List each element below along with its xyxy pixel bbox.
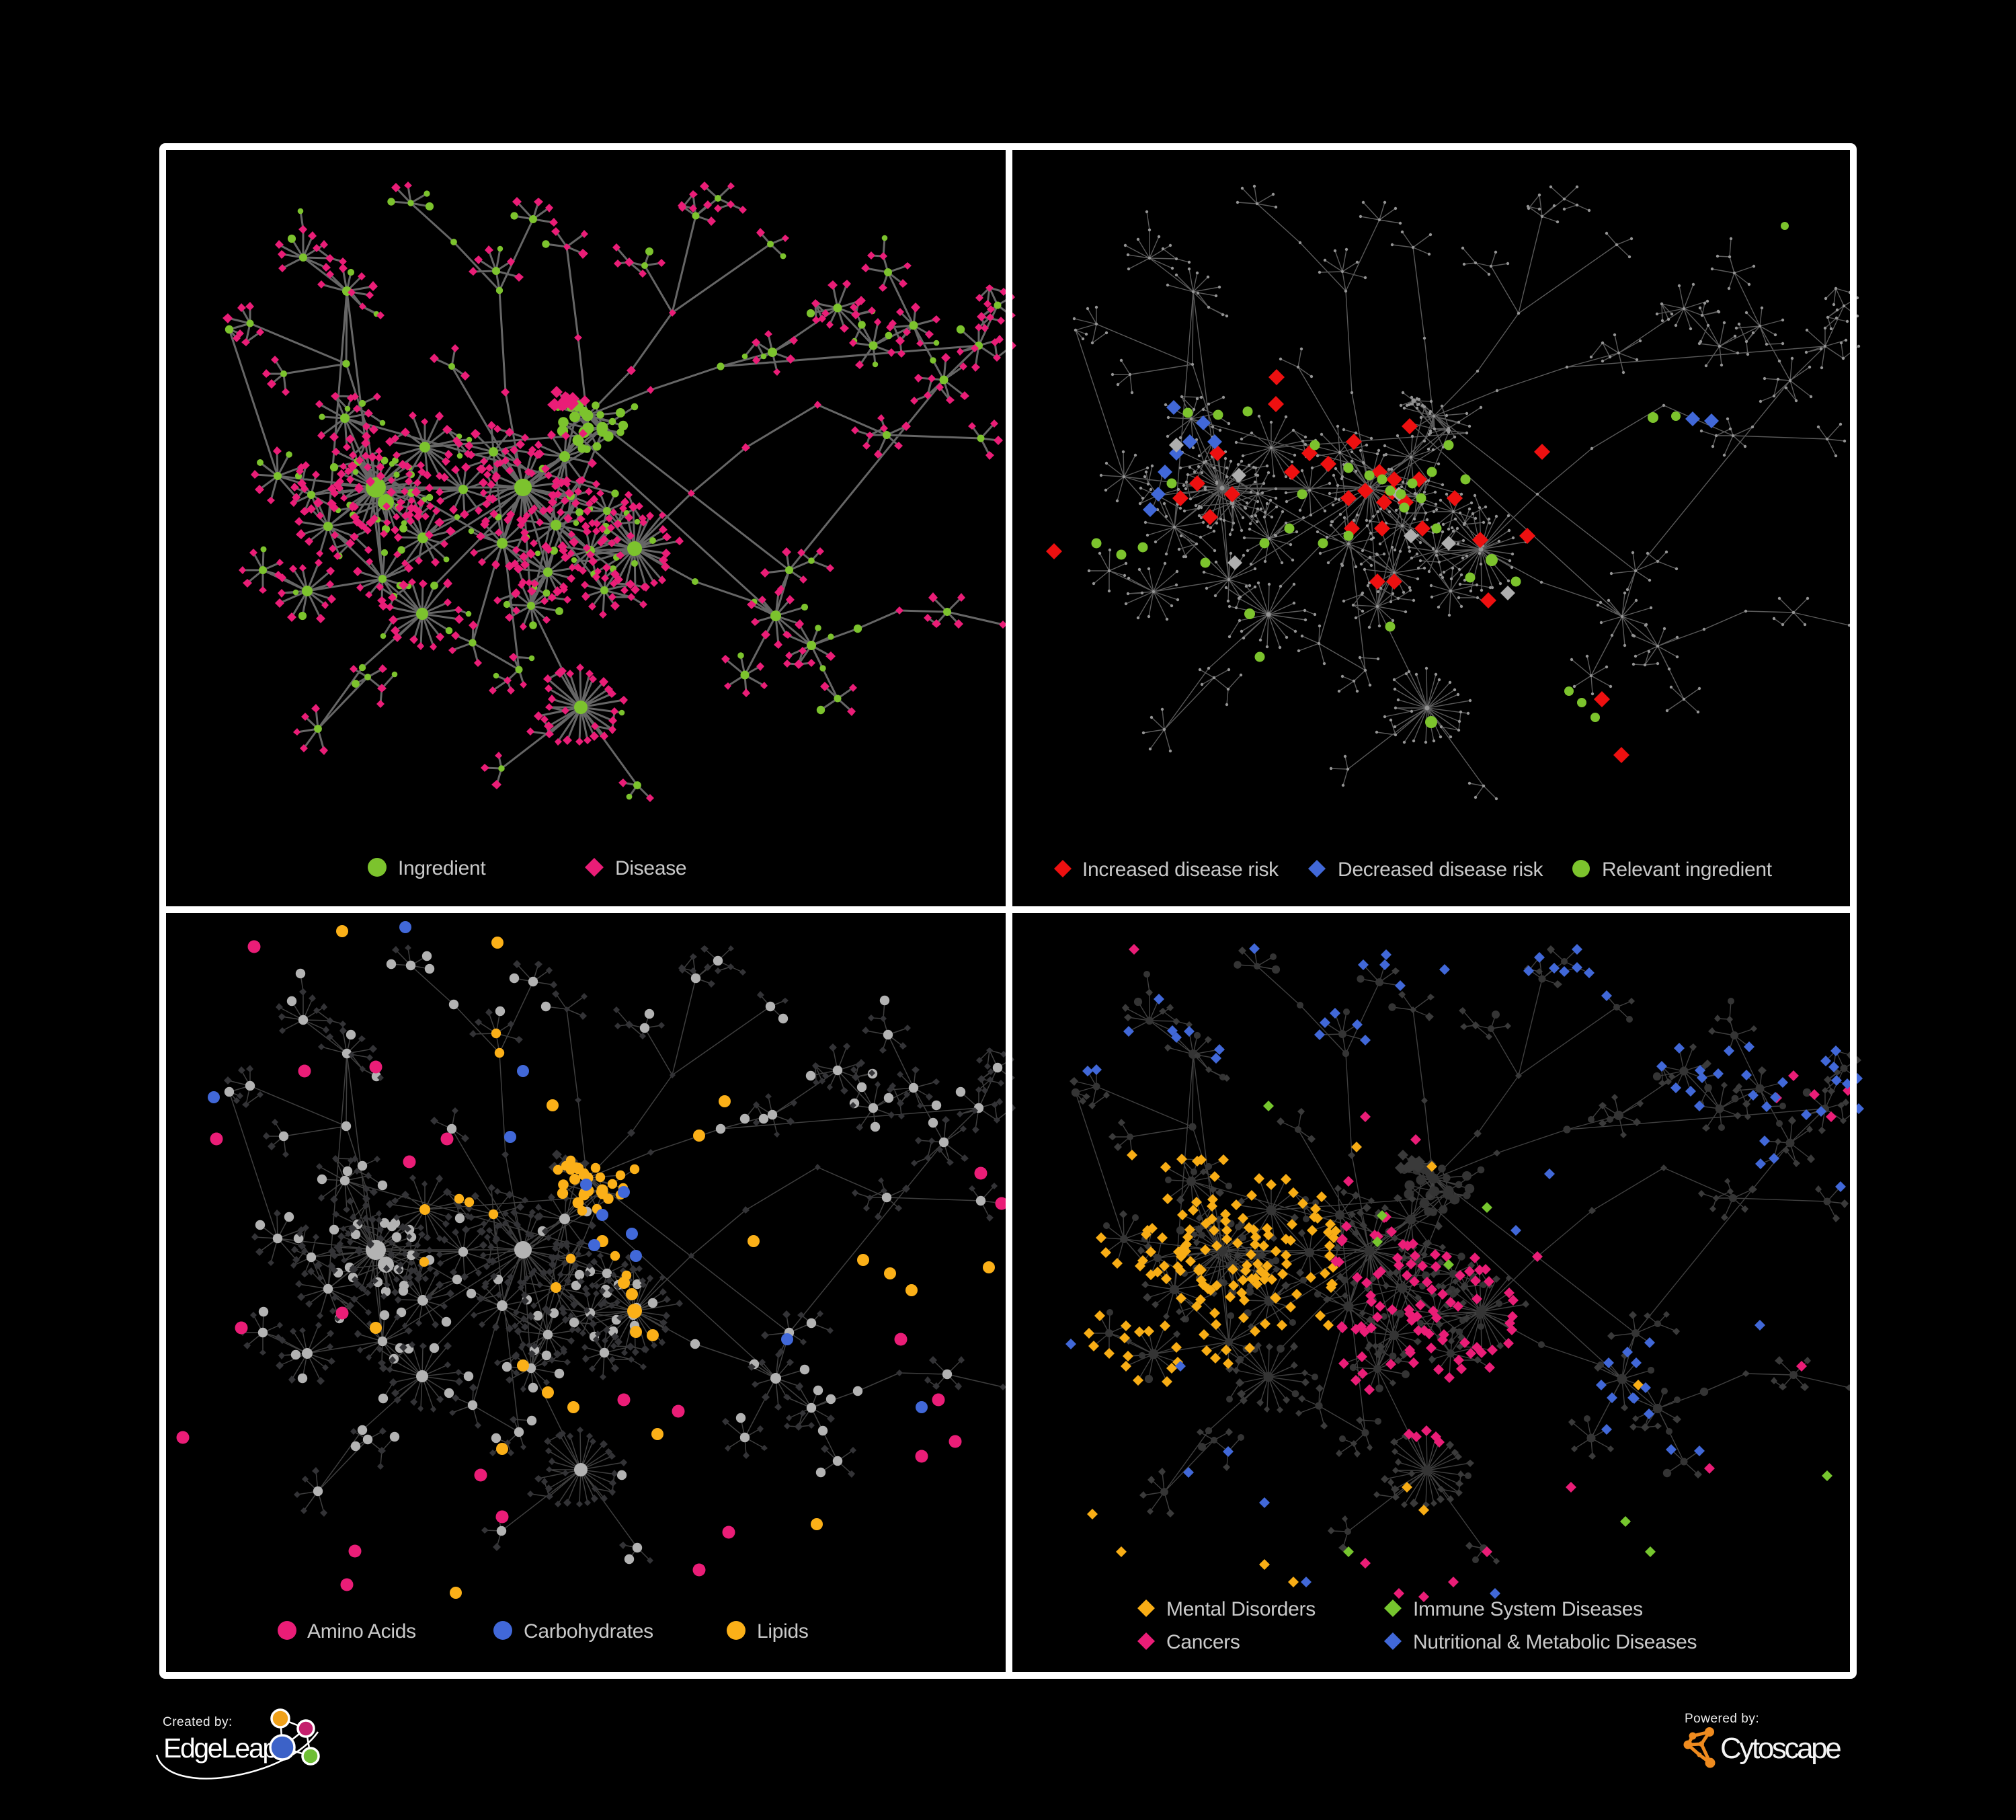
- svg-text:Amino Acids: Amino Acids: [307, 1620, 416, 1643]
- svg-text:Cancers: Cancers: [1166, 1631, 1240, 1653]
- svg-text:EdgeLeap: EdgeLeap: [163, 1733, 277, 1764]
- svg-text:Cytoscape: Cytoscape: [1720, 1732, 1841, 1765]
- svg-text:Powered by:: Powered by:: [1685, 1712, 1759, 1726]
- svg-text:Ingredient: Ingredient: [398, 857, 486, 879]
- svg-text:Created by:: Created by:: [163, 1715, 233, 1729]
- svg-text:Increased disease risk: Increased disease risk: [1082, 859, 1279, 881]
- svg-text:Nutritional & Metabolic Diseas: Nutritional & Metabolic Diseases: [1413, 1631, 1697, 1653]
- svg-text:Disease: Disease: [615, 857, 686, 879]
- svg-text:Relevant ingredient: Relevant ingredient: [1602, 859, 1773, 881]
- svg-text:Mental Disorders: Mental Disorders: [1166, 1598, 1316, 1620]
- svg-text:Carbohydrates: Carbohydrates: [524, 1620, 653, 1643]
- svg-text:Immune System Diseases: Immune System Diseases: [1413, 1598, 1643, 1620]
- svg-text:Decreased disease risk: Decreased disease risk: [1338, 859, 1544, 881]
- svg-text:Lipids: Lipids: [757, 1620, 809, 1643]
